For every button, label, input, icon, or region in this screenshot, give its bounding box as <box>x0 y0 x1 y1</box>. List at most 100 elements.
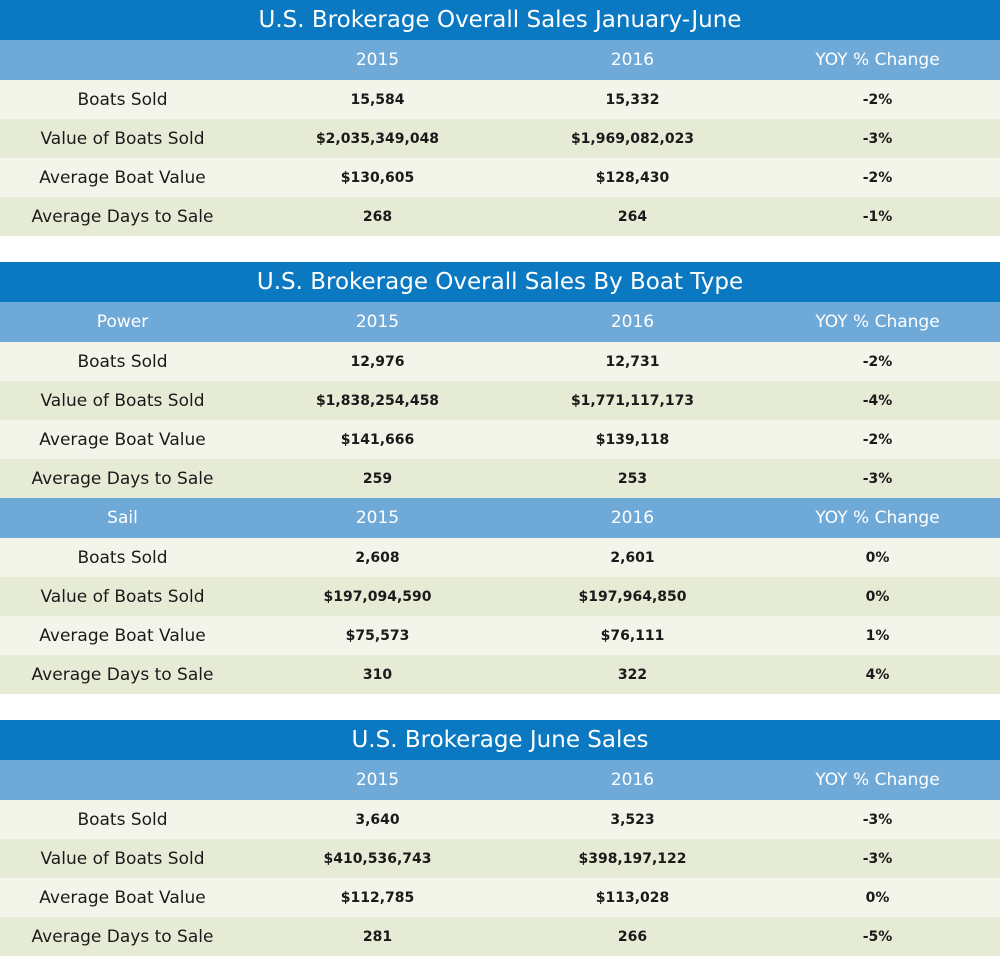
cell-value: 259 <box>362 470 393 487</box>
column-header: 2015 <box>355 770 400 790</box>
cell-value: -3% <box>862 811 893 828</box>
cell-value: -3% <box>862 470 893 487</box>
cell-value: 322 <box>617 666 648 683</box>
row-label: Average Days to Sale <box>31 664 214 685</box>
row-label: Average Days to Sale <box>31 926 214 947</box>
column-header: 2016 <box>610 312 655 332</box>
row-label: Boats Sold <box>77 351 168 372</box>
cell-value: 4% <box>865 666 890 683</box>
cell-value: $1,771,117,173 <box>570 392 695 409</box>
cell-value: -4% <box>862 392 893 409</box>
row-label: Value of Boats Sold <box>40 390 205 411</box>
row-label: Average Boat Value <box>39 625 206 646</box>
table-title: U.S. Brokerage Overall Sales January-Jun… <box>0 0 1000 40</box>
data-row: Average Boat Value $112,785 $113,028 0% <box>0 878 1000 917</box>
data-row: Average Days to Sale 268 264 -1% <box>0 197 1000 236</box>
column-header: YOY % Change <box>815 50 940 70</box>
table: U.S. Brokerage Overall Sales By Boat Typ… <box>0 262 1000 694</box>
cell-value: $128,430 <box>595 169 670 186</box>
data-row: Average Boat Value $130,605 $128,430 -2% <box>0 158 1000 197</box>
cell-value: 15,332 <box>605 91 660 108</box>
cell-value: $75,573 <box>345 627 410 644</box>
column-header: 2015 <box>355 312 400 332</box>
table: U.S. Brokerage June Sales 2015 2016 YOY % C… <box>0 720 1000 956</box>
cell-value: -2% <box>862 169 893 186</box>
row-label: Average Boat Value <box>39 429 206 450</box>
column-header: YOY % Change <box>815 508 940 528</box>
data-row: Boats Sold 12,976 12,731 -2% <box>0 342 1000 381</box>
cell-value: $1,838,254,458 <box>315 392 440 409</box>
row-label: Average Boat Value <box>39 167 206 188</box>
section-label: Sail <box>107 508 138 528</box>
header-row: Sail 2015 2016 YOY % Change <box>0 498 1000 538</box>
cell-value: 0% <box>865 549 890 566</box>
data-row: Boats Sold 2,608 2,601 0% <box>0 538 1000 577</box>
cell-value: -1% <box>862 208 893 225</box>
cell-value: $398,197,122 <box>578 850 687 867</box>
data-row: Average Days to Sale 310 322 4% <box>0 655 1000 694</box>
cell-value: 0% <box>865 588 890 605</box>
data-row: Average Boat Value $75,573 $76,111 1% <box>0 616 1000 655</box>
cell-value: 15,584 <box>350 91 405 108</box>
cell-value: 1% <box>865 627 890 644</box>
data-row: Average Days to Sale 259 253 -3% <box>0 459 1000 498</box>
row-label: Average Days to Sale <box>31 468 214 489</box>
cell-value: 264 <box>617 208 648 225</box>
cell-value: 310 <box>362 666 393 683</box>
cell-value: $112,785 <box>340 889 415 906</box>
section-label: Power <box>96 312 149 332</box>
cell-value: $410,536,743 <box>323 850 432 867</box>
column-header: 2016 <box>610 770 655 790</box>
column-header: 2016 <box>610 50 655 70</box>
row-label: Average Boat Value <box>39 887 206 908</box>
table-title: U.S. Brokerage Overall Sales By Boat Typ… <box>0 262 1000 302</box>
cell-value: 266 <box>617 928 648 945</box>
cell-value: $197,964,850 <box>578 588 687 605</box>
data-row: Value of Boats Sold $1,838,254,458 $1,771,… <box>0 381 1000 420</box>
cell-value: 2,608 <box>355 549 400 566</box>
column-header: YOY % Change <box>815 770 940 790</box>
data-row: Value of Boats Sold $410,536,743 $398,197,… <box>0 839 1000 878</box>
data-row: Boats Sold 3,640 3,523 -3% <box>0 800 1000 839</box>
row-label: Value of Boats Sold <box>40 848 205 869</box>
header-row: Power 2015 2016 YOY % Change <box>0 302 1000 342</box>
header-row: 2015 2016 YOY % Change <box>0 760 1000 800</box>
cell-value: $130,605 <box>340 169 415 186</box>
row-label: Boats Sold <box>77 89 168 110</box>
data-row: Average Boat Value $141,666 $139,118 -2% <box>0 420 1000 459</box>
row-label: Boats Sold <box>77 809 168 830</box>
cell-value: 3,640 <box>355 811 400 828</box>
cell-value: $139,118 <box>595 431 670 448</box>
column-header: 2015 <box>355 508 400 528</box>
data-row: Value of Boats Sold $2,035,349,048 $1,969,… <box>0 119 1000 158</box>
row-label: Boats Sold <box>77 547 168 568</box>
cell-value: -2% <box>862 353 893 370</box>
row-label: Average Days to Sale <box>31 206 214 227</box>
cell-value: 3,523 <box>610 811 655 828</box>
cell-value: $197,094,590 <box>323 588 432 605</box>
row-label: Value of Boats Sold <box>40 128 205 149</box>
cell-value: $1,969,082,023 <box>570 130 695 147</box>
column-header: 2015 <box>355 50 400 70</box>
table: U.S. Brokerage Overall Sales January-Jun… <box>0 0 1000 236</box>
row-label: Value of Boats Sold <box>40 586 205 607</box>
cell-value: $76,111 <box>600 627 665 644</box>
data-row: Average Days to Sale 281 266 -5% <box>0 917 1000 956</box>
cell-value: -2% <box>862 431 893 448</box>
column-header: YOY % Change <box>815 312 940 332</box>
cell-value: $113,028 <box>595 889 670 906</box>
cell-value: 12,976 <box>350 353 405 370</box>
cell-value: 2,601 <box>610 549 655 566</box>
header-row: 2015 2016 YOY % Change <box>0 40 1000 80</box>
cell-value: -2% <box>862 91 893 108</box>
data-row: Boats Sold 15,584 15,332 -2% <box>0 80 1000 119</box>
cell-value: -3% <box>862 850 893 867</box>
table-title: U.S. Brokerage June Sales <box>0 720 1000 760</box>
cell-value: 268 <box>362 208 393 225</box>
cell-value: 0% <box>865 889 890 906</box>
cell-value: $2,035,349,048 <box>315 130 440 147</box>
cell-value: -5% <box>862 928 893 945</box>
column-header: 2016 <box>610 508 655 528</box>
